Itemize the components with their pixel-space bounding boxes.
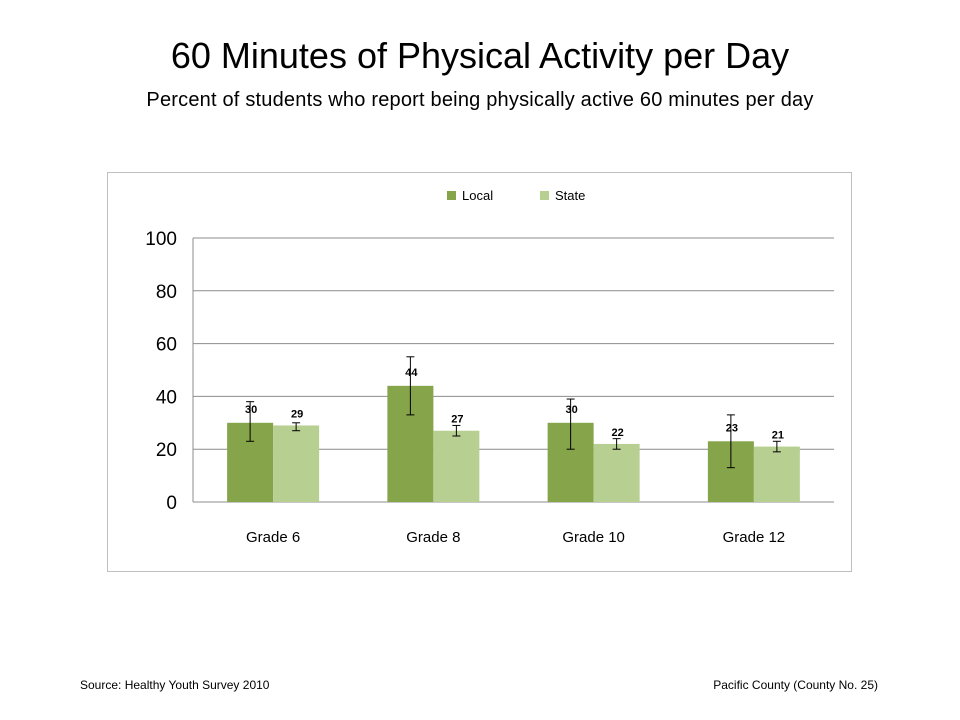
y-tick-label: 40	[156, 387, 177, 408]
legend-swatch-state	[540, 191, 549, 200]
data-label: 44	[405, 367, 418, 379]
data-label: 30	[245, 404, 257, 416]
legend-label-state: State	[555, 188, 585, 203]
y-tick-label: 20	[156, 440, 177, 461]
x-tick-label: Grade 8	[406, 529, 460, 546]
chart-title: 60 Minutes of Physical Activity per Day	[170, 35, 790, 76]
y-tick-label: 0	[166, 493, 177, 514]
source-note: Source: Healthy Youth Survey 2010	[80, 678, 270, 692]
data-label: 27	[451, 414, 463, 426]
bar-state	[433, 430, 480, 502]
data-label: 23	[726, 422, 738, 434]
bar-state	[593, 443, 640, 502]
data-label: 29	[291, 408, 303, 420]
data-label: 30	[566, 404, 578, 416]
y-tick-label: 80	[156, 282, 177, 303]
chart-frame	[107, 172, 852, 572]
x-tick-label: Grade 10	[562, 529, 625, 546]
chart-subtitle: Percent of students who report being phy…	[146, 89, 814, 111]
data-label: 21	[772, 430, 784, 442]
y-tick-label: 100	[145, 229, 177, 250]
data-label: 22	[612, 427, 624, 439]
bar-state	[753, 446, 800, 502]
legend-swatch-local	[447, 191, 456, 200]
x-tick-label: Grade 6	[246, 529, 300, 546]
bar-state	[273, 425, 320, 502]
x-tick-label: Grade 12	[723, 529, 786, 546]
legend-label-local: Local	[462, 188, 493, 203]
y-tick-label: 60	[156, 335, 177, 356]
county-note: Pacific County (County No. 25)	[713, 678, 878, 692]
